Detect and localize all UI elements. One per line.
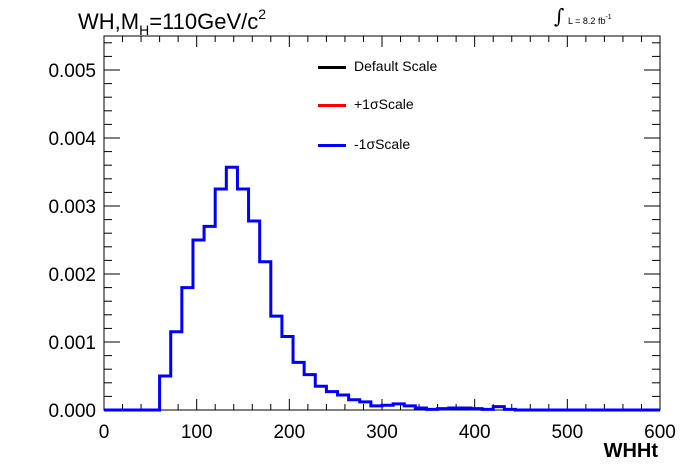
y-tick-label: 0.002 [48,265,96,286]
y-tick-label: 0.000 [48,401,96,422]
y-tick-label: 0.003 [48,197,96,218]
luminosity-label: ∫ L = 8.2 fb-1 [554,4,612,28]
chart-title: WH,MH=110GeV/c2 [78,6,267,38]
legend-item-plus1sigma: +1σScale [318,96,414,112]
legend-swatch-default [318,65,346,69]
y-tick-label: 0.004 [48,129,96,150]
plot-frame [103,35,661,411]
x-tick-label: 200 [273,422,305,443]
series-line-minus1sigma [104,165,660,412]
x-tick-label: 500 [551,422,583,443]
legend-item-default: Default Scale [318,58,437,74]
x-tick-label: 600 [644,422,676,443]
x-tick-label: 100 [181,422,213,443]
legend-swatch-minus1sigma [318,143,346,147]
x-tick-label: 400 [459,422,491,443]
series-group [104,165,660,412]
legend-item-minus1sigma: -1σScale [318,136,410,152]
x-axis-title: WHHt [603,440,658,462]
axis-ticks: 0 100 200 300 400 500 600 0.000 0.001 0.002 0.003 0… [48,36,676,443]
integral-symbol: ∫ [554,4,565,28]
y-tick-label: 0.005 [48,61,96,82]
x-tick-label: 300 [366,422,398,443]
y-tick-label: 0.001 [48,333,96,354]
legend-swatch-plus1sigma [318,103,346,107]
x-tick-label: 0 [99,422,110,443]
